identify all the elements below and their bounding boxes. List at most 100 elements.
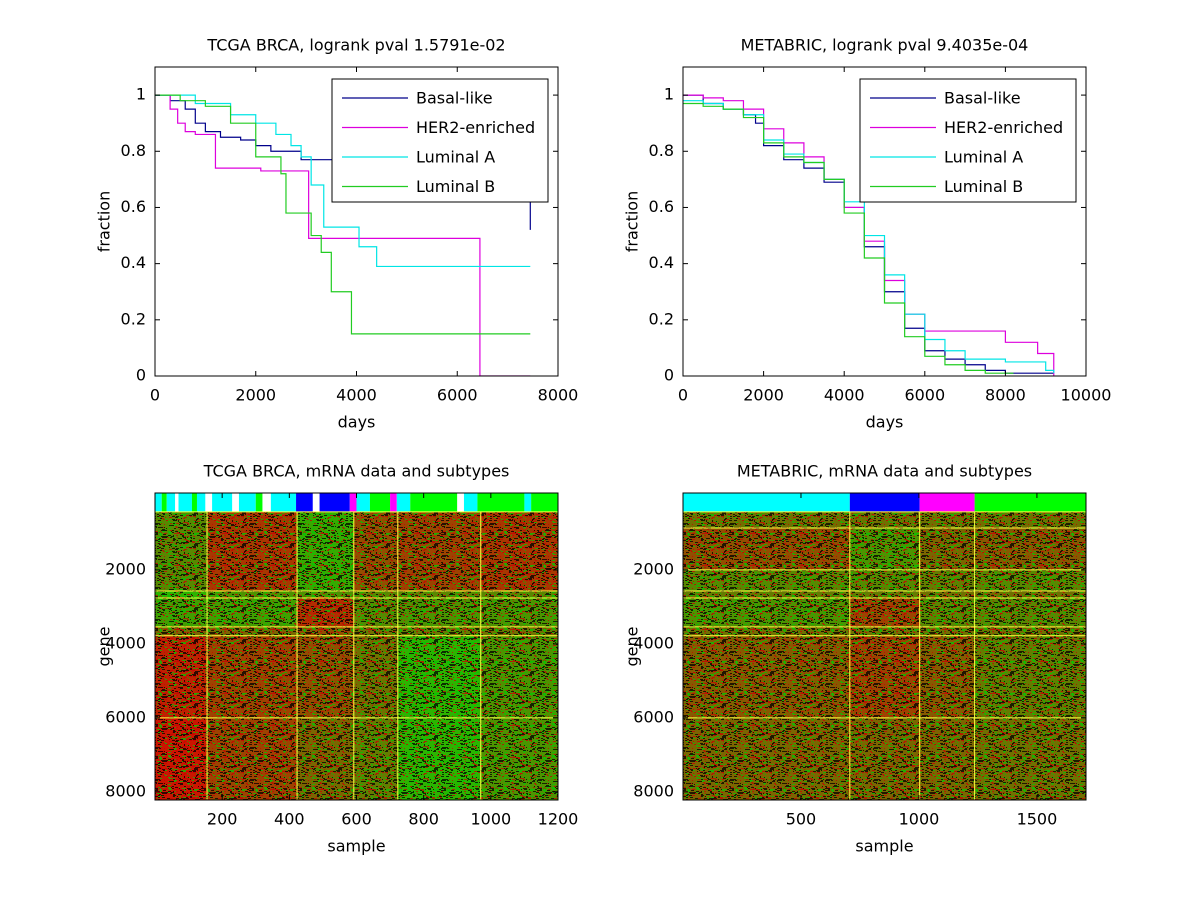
legend-label: Luminal B	[944, 177, 1023, 196]
x-tick-label: 4000	[824, 386, 865, 405]
legend-label: HER2-enriched	[416, 118, 535, 137]
legend-label: Basal-like	[416, 89, 493, 108]
x-tick-label: 1200	[538, 810, 579, 829]
chart-title: METABRIC, mRNA data and subtypes	[737, 462, 1032, 481]
subtype-segment	[457, 493, 464, 512]
x-tick-label: 800	[408, 810, 439, 829]
subtype-segment	[155, 493, 162, 512]
subtype-segment	[524, 493, 532, 512]
y-tick-label: 1	[664, 85, 674, 104]
subtype-segment	[369, 493, 391, 512]
km-curve	[155, 94, 531, 230]
legend-box	[859, 78, 1077, 203]
subtype-segment	[396, 493, 411, 512]
x-tick-label: 8000	[985, 386, 1026, 405]
subtype-segment	[262, 493, 271, 512]
subplot: Basal-like HER2-enriched Luminal A Luminal …	[95, 36, 579, 432]
x-tick-label: 6000	[904, 386, 945, 405]
legend-label: Luminal A	[944, 148, 1023, 167]
legend-label: HER2-enriched	[944, 118, 1063, 137]
x-tick-label: 500	[786, 810, 817, 829]
subtype-segment	[212, 493, 233, 512]
subtype-segment	[161, 493, 167, 512]
subtype-segment	[296, 493, 313, 512]
x-axis-label: days	[338, 413, 376, 432]
x-tick-label: 400	[274, 810, 305, 829]
x-tick-label: 0	[678, 386, 688, 405]
chart-title: METABRIC, logrank pval 9.4035e-04	[741, 36, 1029, 55]
x-tick-label: 10000	[1061, 386, 1112, 405]
x-tick-label: 6000	[437, 386, 478, 405]
y-tick-label: 4000	[105, 633, 146, 652]
y-axis-label: fraction	[623, 191, 642, 252]
y-tick-label: 6000	[105, 707, 146, 726]
subtype-segment	[356, 493, 370, 512]
x-axis-label: days	[866, 413, 904, 432]
subtype-segment	[238, 493, 256, 512]
subtype-segment	[178, 493, 192, 512]
subtype-segment	[683, 493, 850, 512]
x-tick-label: 4000	[336, 386, 377, 405]
subtype-segment	[255, 493, 263, 512]
subtype-segment	[196, 493, 206, 512]
legend-box	[331, 78, 549, 203]
axes-frame	[682, 492, 1087, 801]
y-tick-label: 0.4	[121, 253, 146, 272]
x-tick-label: 200	[207, 810, 238, 829]
subtype-segment	[319, 493, 350, 512]
x-axis-label: sample	[327, 837, 385, 856]
y-tick-label: 4000	[633, 633, 674, 652]
subtype-segment	[531, 493, 558, 512]
x-tick-label: 1500	[1017, 810, 1058, 829]
axes-frame	[682, 66, 1087, 377]
legend-label: Basal-like	[944, 89, 1021, 108]
y-tick-label: 8000	[633, 781, 674, 800]
y-tick-label: 2000	[105, 559, 146, 578]
chart-title: TCGA BRCA, logrank pval 1.5791e-02	[206, 36, 505, 55]
subtype-segment	[349, 493, 357, 512]
subtype-segment	[477, 493, 525, 512]
subtype-segment	[974, 493, 1086, 512]
km-curve	[155, 94, 531, 335]
subtype-segment	[410, 493, 458, 512]
y-tick-label: 0	[136, 366, 146, 385]
subtype-segment	[232, 493, 239, 512]
y-tick-label: 0.2	[649, 309, 674, 328]
x-tick-label: 600	[341, 810, 372, 829]
y-tick-label: 0	[664, 366, 674, 385]
x-tick-label: 8000	[538, 386, 579, 405]
x-tick-label: 1000	[470, 810, 511, 829]
y-axis-label: gene	[95, 627, 114, 667]
subtype-segment	[390, 493, 397, 512]
subplot: 200 400 600 800 1000 1200 2000 4000 6000 8000 TCGA…	[95, 462, 579, 856]
km-curve	[683, 102, 1014, 374]
legend-label: Luminal B	[416, 177, 495, 196]
subtype-segment	[191, 493, 197, 512]
subtype-segment	[270, 493, 297, 512]
subtype-segment	[166, 493, 176, 512]
subtype-segment	[849, 493, 920, 512]
subplot: 500 1000 1500 2000 4000 6000 8000 METABRIC, mRN…	[623, 462, 1087, 856]
y-tick-label: 0.6	[649, 197, 674, 216]
subtype-segment	[312, 493, 320, 512]
subtype-segment	[919, 493, 975, 512]
km-curve	[155, 94, 531, 376]
y-tick-label: 6000	[633, 707, 674, 726]
y-tick-label: 0.8	[121, 141, 146, 160]
x-tick-label: 0	[150, 386, 160, 405]
y-tick-label: 0.4	[649, 253, 674, 272]
legend-label: Luminal A	[416, 148, 495, 167]
heatmap-texture	[683, 511, 1086, 800]
y-tick-label: 0.6	[121, 197, 146, 216]
y-tick-label: 8000	[105, 781, 146, 800]
y-tick-label: 2000	[633, 559, 674, 578]
y-tick-label: 1	[136, 85, 146, 104]
subtype-segment	[205, 493, 213, 512]
subtype-segment	[175, 493, 179, 512]
x-tick-label: 2000	[743, 386, 784, 405]
y-tick-label: 0.8	[649, 141, 674, 160]
x-axis-label: sample	[855, 837, 913, 856]
x-tick-label: 2000	[235, 386, 276, 405]
chart-title: TCGA BRCA, mRNA data and subtypes	[203, 462, 510, 481]
